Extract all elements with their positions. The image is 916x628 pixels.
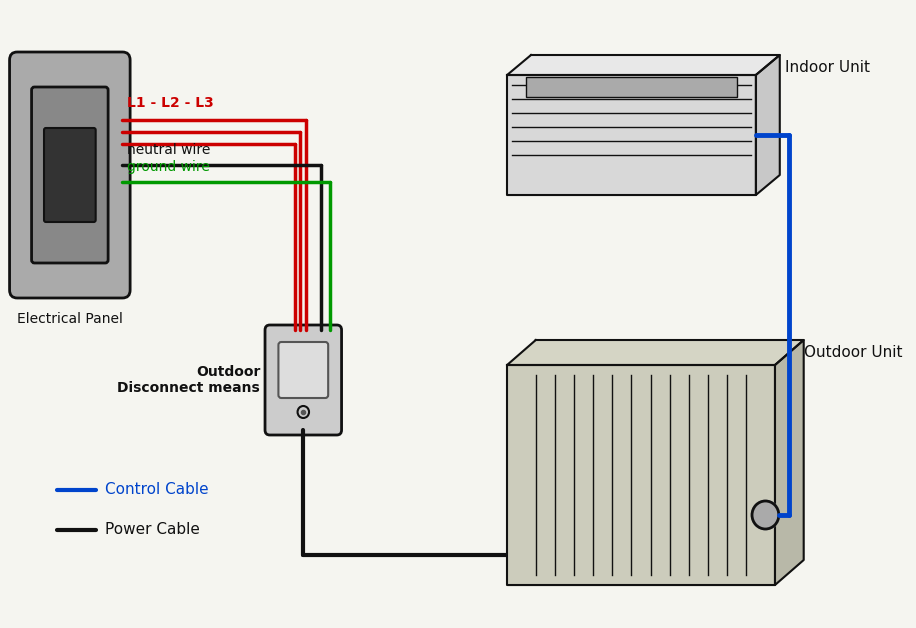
Polygon shape [507, 340, 803, 365]
Polygon shape [507, 75, 756, 195]
FancyBboxPatch shape [44, 128, 95, 222]
Text: Electrical Panel: Electrical Panel [16, 312, 123, 326]
FancyBboxPatch shape [31, 87, 108, 263]
Text: ground wire: ground wire [127, 160, 210, 174]
Text: Control Cable: Control Cable [105, 482, 209, 497]
Polygon shape [775, 340, 803, 585]
Bar [526, 77, 736, 97]
Text: Indoor Unit: Indoor Unit [784, 60, 869, 75]
FancyBboxPatch shape [278, 342, 328, 398]
Text: Power Cable: Power Cable [105, 522, 200, 538]
Text: neutral wire: neutral wire [127, 143, 211, 157]
Text: L1 - L2 - L3: L1 - L2 - L3 [127, 96, 214, 110]
Circle shape [752, 501, 779, 529]
Text: Outdoor Unit: Outdoor Unit [803, 345, 902, 360]
Polygon shape [756, 55, 780, 195]
FancyBboxPatch shape [265, 325, 342, 435]
Polygon shape [507, 365, 775, 585]
FancyBboxPatch shape [9, 52, 130, 298]
Polygon shape [507, 55, 780, 75]
Text: Outdoor
Disconnect means: Outdoor Disconnect means [117, 365, 260, 395]
